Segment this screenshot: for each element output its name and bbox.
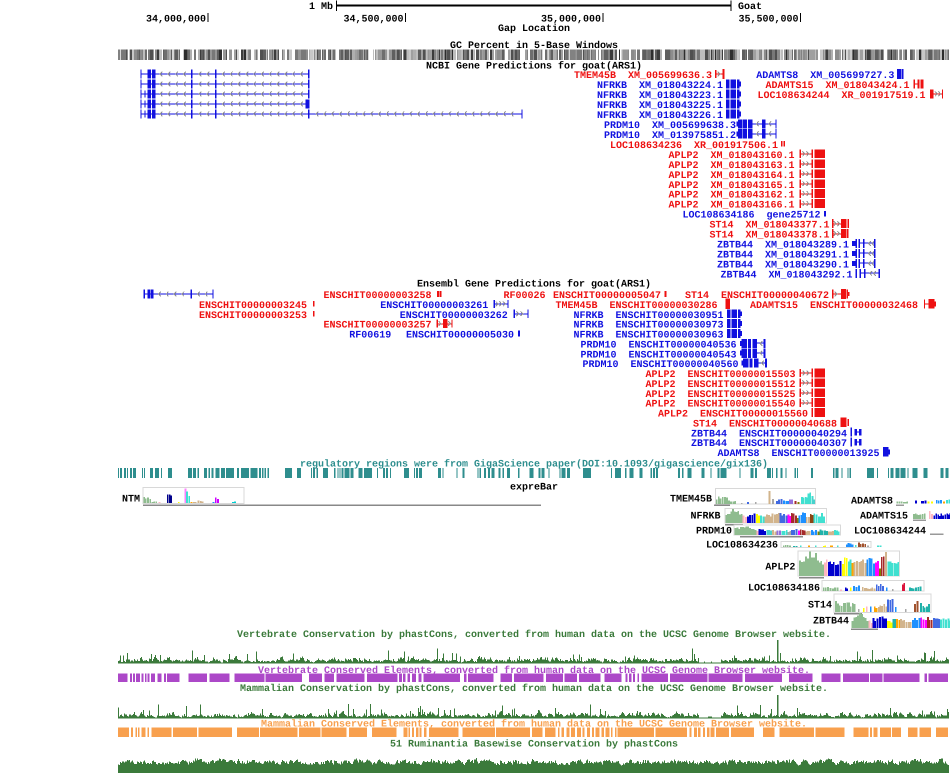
svg-text:ADAMTS8: ADAMTS8 <box>851 497 893 508</box>
svg-text:NFRKB XM_018043224.1: NFRKB XM_018043224.1 <box>597 81 723 92</box>
svg-text:PRDM10 ENSCHIT00000040543: PRDM10 ENSCHIT00000040543 <box>581 350 737 361</box>
svg-text:APLP2: APLP2 <box>765 563 795 574</box>
svg-text:NFRKB ENSCHIT00000030951: NFRKB ENSCHIT00000030951 <box>574 311 724 322</box>
svg-text:ENSCHIT00000003253: ENSCHIT00000003253 <box>199 311 307 322</box>
svg-text:PRDM10 ENSCHIT00000040536: PRDM10 ENSCHIT00000040536 <box>581 341 737 352</box>
svg-text:34,000,000: 34,000,000 <box>146 14 206 25</box>
svg-text:APLP2 ENSCHIT00000015525: APLP2 ENSCHIT00000015525 <box>645 390 795 401</box>
svg-text:NFRKB XM_018043225.1: NFRKB XM_018043225.1 <box>597 101 723 112</box>
svg-text:NFRKB ENSCHIT00000030963: NFRKB ENSCHIT00000030963 <box>574 331 724 342</box>
svg-text:PRDM10 ENSCHIT00000040560: PRDM10 ENSCHIT00000040560 <box>583 360 739 371</box>
svg-text:ADAMTS15 XM_018043424.1: ADAMTS15 XM_018043424.1 <box>765 81 909 92</box>
svg-text:PRDM10: PRDM10 <box>696 526 732 537</box>
svg-text:ZBTB44 XM_018043291.1: ZBTB44 XM_018043291.1 <box>717 251 849 262</box>
svg-text:Vertebrate Conservation by pha: Vertebrate Conservation by phastCons, co… <box>237 629 831 641</box>
svg-text:ENSCHIT00000005030: ENSCHIT00000005030 <box>406 331 514 342</box>
svg-text:ZBTB44 XM_018043290.1: ZBTB44 XM_018043290.1 <box>717 261 849 272</box>
svg-text:APLP2 XM_018043163.1: APLP2 XM_018043163.1 <box>668 161 794 172</box>
svg-text:1 Mb: 1 Mb <box>309 1 333 13</box>
svg-text:ENSCHIT00000003261: ENSCHIT00000003261 <box>380 301 488 312</box>
svg-text:PRDM10 XM_013975851.2: PRDM10 XM_013975851.2 <box>604 131 736 142</box>
svg-text:APLP2 ENSCHIT00000015503: APLP2 ENSCHIT00000015503 <box>645 370 795 381</box>
svg-text:ENSCHIT00000003258: ENSCHIT00000003258 <box>323 291 431 302</box>
svg-text:LOC108634244: LOC108634244 <box>854 527 926 538</box>
svg-text:ST14 XM_018043378.1: ST14 XM_018043378.1 <box>709 231 829 242</box>
svg-text:LOC108634244 XR_001917519.1: LOC108634244 XR_001917519.1 <box>757 91 925 102</box>
svg-text:ZBTB44 XM_018043289.1: ZBTB44 XM_018043289.1 <box>717 241 849 252</box>
svg-text:ZBTB44 ENSCHIT00000040307: ZBTB44 ENSCHIT00000040307 <box>691 439 847 450</box>
svg-text:LOC108634236 XR_001917506.1: LOC108634236 XR_001917506.1 <box>610 141 778 152</box>
svg-text:PRDM10 XM_005699638.3: PRDM10 XM_005699638.3 <box>604 121 736 132</box>
svg-text:expreBar: expreBar <box>510 482 558 493</box>
svg-text:35,000,000: 35,000,000 <box>541 14 601 25</box>
svg-text:regulatory regions were from G: regulatory regions were from GigaScience… <box>300 459 768 471</box>
svg-text:RF00619: RF00619 <box>349 331 391 342</box>
svg-text:LOC108634186 gene25712: LOC108634186 gene25712 <box>682 211 820 222</box>
svg-text:ZBTB44 ENSCHIT00000040294: ZBTB44 ENSCHIT00000040294 <box>691 429 847 440</box>
svg-text:NFRKB ENSCHIT00000030973: NFRKB ENSCHIT00000030973 <box>574 321 724 332</box>
svg-text:NFRKB XM_018043223.1: NFRKB XM_018043223.1 <box>597 91 723 102</box>
svg-text:34,500,000: 34,500,000 <box>343 14 403 25</box>
svg-text:ST14: ST14 <box>685 291 709 302</box>
svg-text:ZBTB44: ZBTB44 <box>813 617 849 628</box>
svg-text:ADAMTS8 ENSCHIT00000013925: ADAMTS8 ENSCHIT00000013925 <box>717 449 879 460</box>
svg-text:APLP2 ENSCHIT00000015560: APLP2 ENSCHIT00000015560 <box>658 410 808 421</box>
svg-text:NCBI Gene Predictions for goat: NCBI Gene Predictions for goat(ARS1) <box>426 61 642 73</box>
svg-text:ENSCHIT00000003257: ENSCHIT00000003257 <box>323 321 431 332</box>
svg-text:ADAMTS15 ENSCHIT00000032468: ADAMTS15 ENSCHIT00000032468 <box>750 301 918 312</box>
svg-text:Ensembl Gene Predictions for g: Ensembl Gene Predictions for goat(ARS1) <box>417 279 651 291</box>
svg-text:Goat: Goat <box>738 2 762 13</box>
svg-text:TMEM45B ENSCHIT00000030286: TMEM45B ENSCHIT00000030286 <box>556 301 718 312</box>
svg-text:ST14 XM_018043377.1: ST14 XM_018043377.1 <box>709 221 829 232</box>
svg-text:RF00026: RF00026 <box>504 291 546 302</box>
svg-text:ST14 ENSCHIT00000040688: ST14 ENSCHIT00000040688 <box>693 419 837 430</box>
svg-text:APLP2 XM_018043165.1: APLP2 XM_018043165.1 <box>668 181 794 192</box>
svg-text:ENSCHIT00000003262: ENSCHIT00000003262 <box>400 311 508 322</box>
svg-text:Mammalian Conservation by phas: Mammalian Conservation by phastCons, con… <box>240 683 828 695</box>
svg-text:ADAMTS8 XM_005699727.3: ADAMTS8 XM_005699727.3 <box>756 71 894 82</box>
svg-text:NFRKB XM_018043226.1: NFRKB XM_018043226.1 <box>597 111 723 122</box>
svg-text:NFRKB: NFRKB <box>690 512 720 523</box>
svg-text:APLP2 XM_018043164.1: APLP2 XM_018043164.1 <box>668 171 794 182</box>
svg-text:APLP2 XM_018043166.1: APLP2 XM_018043166.1 <box>668 201 794 212</box>
svg-text:35,500,000: 35,500,000 <box>738 14 798 25</box>
svg-text:LOC108634186: LOC108634186 <box>748 584 820 595</box>
svg-text:ENSCHIT00000040672: ENSCHIT00000040672 <box>721 291 829 302</box>
svg-text:NTM: NTM <box>122 494 140 505</box>
svg-text:TMEM45B XM_005699636.3: TMEM45B XM_005699636.3 <box>574 71 712 82</box>
svg-text:ENSCHIT00000003245: ENSCHIT00000003245 <box>199 301 307 312</box>
svg-text:ST14: ST14 <box>808 601 832 612</box>
svg-text:TMEM45B: TMEM45B <box>670 495 712 506</box>
svg-text:LOC108634236: LOC108634236 <box>706 541 778 552</box>
svg-text:APLP2 ENSCHIT00000015512: APLP2 ENSCHIT00000015512 <box>645 380 795 391</box>
svg-text:ENSCHIT00000005047: ENSCHIT00000005047 <box>553 291 661 302</box>
svg-text:Gap Location: Gap Location <box>498 23 570 35</box>
svg-text:GC Percent in 5-Base Windows: GC Percent in 5-Base Windows <box>450 40 618 52</box>
svg-text:APLP2 XM_018043160.1: APLP2 XM_018043160.1 <box>668 151 794 162</box>
svg-text:ZBTB44 XM_018043292.1: ZBTB44 XM_018043292.1 <box>720 271 852 282</box>
svg-text:APLP2 ENSCHIT00000015540: APLP2 ENSCHIT00000015540 <box>645 400 795 411</box>
svg-text:51 Ruminantia Basewise Conserv: 51 Ruminantia Basewise Conservation by p… <box>390 739 678 751</box>
svg-text:ADAMTS15: ADAMTS15 <box>860 512 908 523</box>
svg-text:APLP2 XM_018043162.1: APLP2 XM_018043162.1 <box>668 191 794 202</box>
